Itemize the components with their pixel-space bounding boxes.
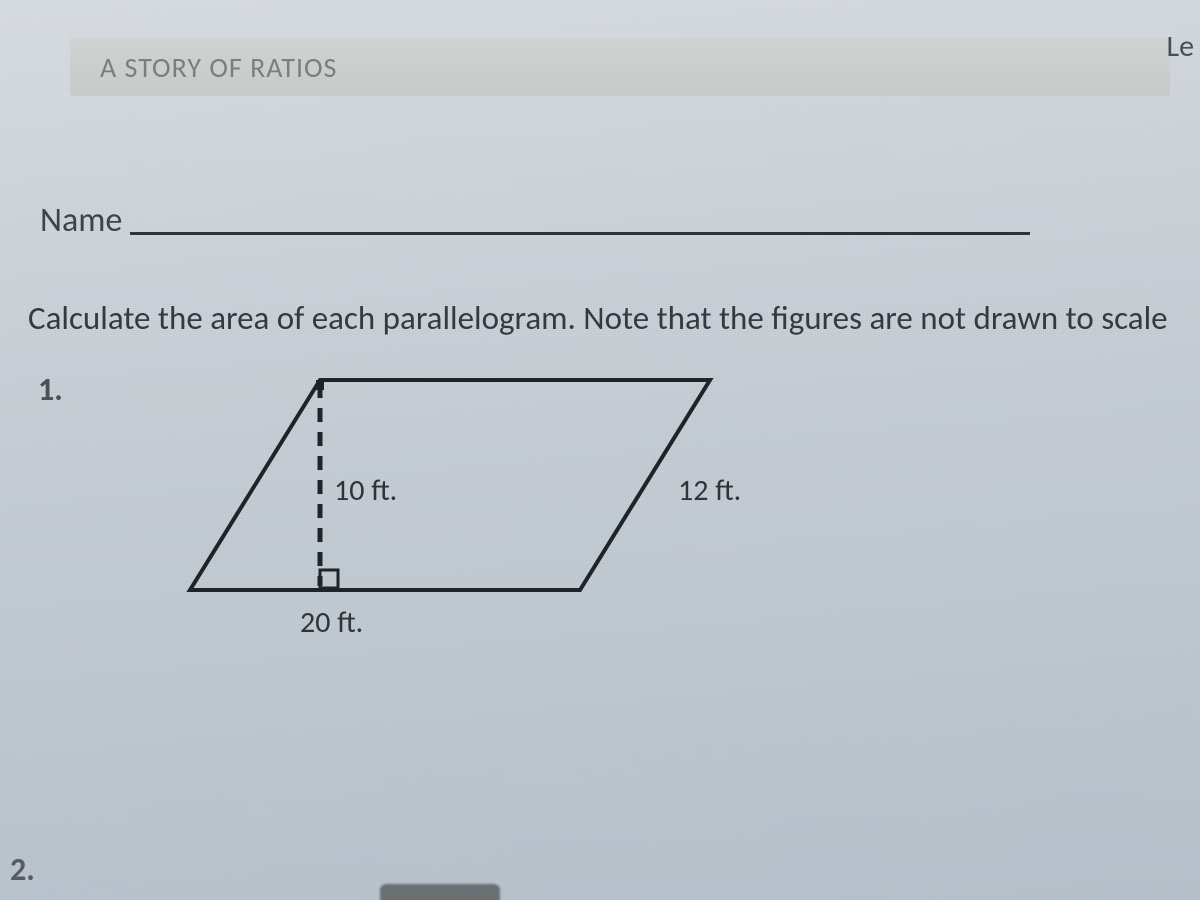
- instruction-text: Calculate the area of each parallelogram…: [28, 298, 1168, 338]
- name-label: Name: [40, 200, 122, 241]
- page-corner-fragment: Le: [1166, 28, 1194, 65]
- name-row: Name: [40, 200, 1030, 241]
- series-title: A STORY OF RATIOS: [100, 50, 337, 85]
- name-blank-line: [130, 232, 1030, 235]
- parallelogram-figure: 10 ft. 12 ft. 20 ft.: [150, 360, 850, 660]
- base-label: 20 ft.: [300, 604, 363, 641]
- right-angle-marker: [320, 570, 338, 588]
- parallelogram-svg: 10 ft. 12 ft. 20 ft.: [150, 360, 850, 680]
- next-figure-peek: [380, 884, 500, 900]
- question-number-1: 1.: [38, 370, 63, 409]
- height-label: 10 ft.: [334, 472, 397, 509]
- height-top-tick: [316, 380, 324, 390]
- side-label: 12 ft.: [678, 472, 741, 509]
- question-number-2: 2.: [10, 850, 35, 889]
- parallelogram-outline: [190, 380, 710, 590]
